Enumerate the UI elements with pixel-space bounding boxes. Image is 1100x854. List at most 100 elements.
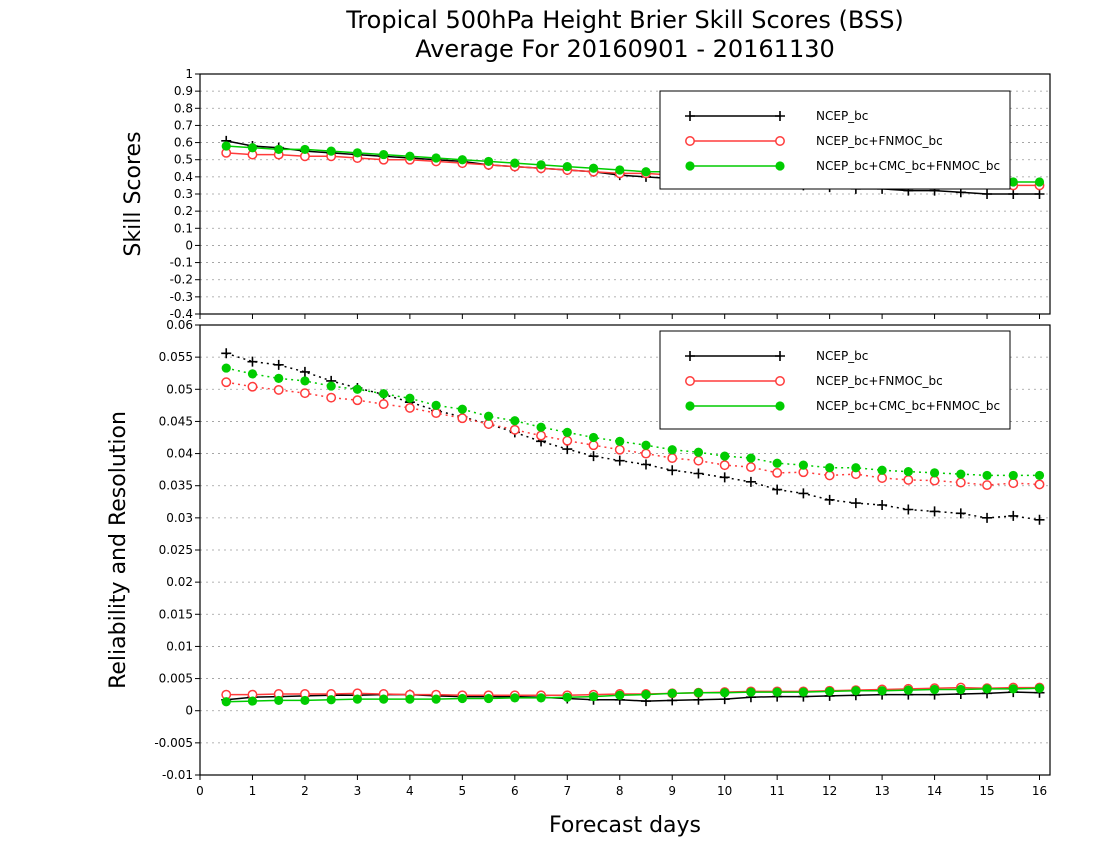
relres-y-tick-label: 0.06 xyxy=(166,318,193,332)
relres-data-point xyxy=(615,436,625,446)
skill-y-tick-label: 0 xyxy=(185,238,193,252)
relres-data-point xyxy=(772,687,782,697)
relres-y-tick-label: 0 xyxy=(185,704,193,718)
skill-y-tick-label: 0.1 xyxy=(174,221,193,235)
skill-data-point xyxy=(1008,189,1019,199)
relres-data-point xyxy=(588,691,599,702)
relres-data-point xyxy=(850,498,861,509)
relres-data-point xyxy=(431,694,441,704)
relres-data-point xyxy=(1034,470,1045,481)
relres-legend-label: NCEP_bc+CMC_bc+FNMOC_bc xyxy=(816,399,1000,413)
relres-data-point xyxy=(982,470,992,481)
relres-data-point xyxy=(772,484,783,495)
relres-data-point xyxy=(641,690,651,700)
skill-y-tick-label: -0.4 xyxy=(170,307,193,321)
relres-data-point xyxy=(562,444,573,455)
relres-y-tick-label: -0.01 xyxy=(162,768,193,782)
relres-legend-marker xyxy=(685,401,695,411)
relres-y-tick-label: 0.025 xyxy=(159,543,193,557)
skill-data-point xyxy=(379,149,389,160)
skill-data-point xyxy=(483,156,494,167)
relres-data-point xyxy=(955,508,966,519)
relres-data-point xyxy=(457,693,467,704)
relres-y-tick-label: -0.005 xyxy=(154,736,193,750)
skill-legend-label: NCEP_bc+CMC_bc+FNMOC_bc xyxy=(816,159,1000,173)
x-axis-title: Forecast days xyxy=(549,813,701,838)
relres-data-point xyxy=(720,688,730,698)
relres-data-point xyxy=(378,399,389,410)
skill-data-point xyxy=(536,160,546,170)
skill-data-point xyxy=(1034,189,1045,199)
skill-data-point xyxy=(982,189,993,199)
relres-data-point xyxy=(562,427,572,437)
relres-data-point xyxy=(247,381,258,392)
skill-data-point xyxy=(641,167,651,177)
relres-data-point xyxy=(667,465,678,476)
skill-data-point xyxy=(405,151,415,161)
relres-x-tick-label: 0 xyxy=(196,784,204,798)
relres-data-point xyxy=(746,687,756,697)
relres-data-point xyxy=(483,419,494,429)
relres-data-point xyxy=(457,404,467,414)
chart-subtitle: Average For 20160901 - 20161130 xyxy=(415,35,835,63)
relres-y-tick-label: 0.04 xyxy=(166,447,193,461)
relres-legend-label: NCEP_bc+FNMOC_bc xyxy=(816,374,943,388)
relres-data-point xyxy=(562,435,573,446)
relres-x-tick-label: 10 xyxy=(717,784,732,798)
skill-legend-marker xyxy=(775,136,785,146)
skill-data-point xyxy=(1034,177,1045,187)
relres-data-point xyxy=(746,453,756,463)
skill-data-point xyxy=(326,146,336,156)
relres-data-point xyxy=(851,463,861,473)
relres-data-point xyxy=(1008,684,1018,694)
relres-data-point xyxy=(274,373,284,383)
relres-data-point xyxy=(614,455,625,466)
skill-legend-marker xyxy=(685,136,695,146)
relres-data-point xyxy=(825,686,835,697)
relres-y-axis-title: Reliability and Resolution xyxy=(106,411,131,689)
skill-legend-marker xyxy=(685,161,695,171)
relres-data-point xyxy=(1008,510,1019,521)
relres-data-point xyxy=(877,473,888,483)
relres-data-point xyxy=(798,687,808,697)
relres-x-tick-label: 16 xyxy=(1032,784,1047,798)
relres-data-point xyxy=(536,422,546,432)
skill-legend-label: NCEP_bc xyxy=(816,109,868,123)
relres-data-point xyxy=(352,694,363,704)
relres-data-point xyxy=(641,448,651,459)
relres-series-line xyxy=(226,367,1040,477)
skill-data-point xyxy=(1008,177,1018,187)
skill-y-tick-label: 0.9 xyxy=(174,84,193,98)
relres-data-point xyxy=(667,453,678,464)
relres-data-point xyxy=(877,686,887,696)
relres-data-point xyxy=(955,477,966,488)
relres-legend-marker xyxy=(775,376,785,386)
relres-y-tick-label: 0.02 xyxy=(166,575,193,589)
relres-data-point xyxy=(903,685,913,695)
relres-data-point xyxy=(956,469,966,479)
skill-legend-marker xyxy=(775,161,785,171)
relres-x-tick-label: 12 xyxy=(822,784,837,798)
relres-data-point xyxy=(509,424,520,435)
relres-data-point xyxy=(300,695,310,706)
relres-data-point xyxy=(956,684,966,695)
relres-series-4 xyxy=(221,682,1045,701)
relres-legend-marker xyxy=(685,351,695,361)
skill-data-point xyxy=(510,158,520,168)
relres-data-point xyxy=(326,381,336,391)
relres-x-tick-label: 8 xyxy=(616,784,624,798)
relres-data-point xyxy=(772,467,783,478)
relres-legend-marker xyxy=(775,351,785,361)
relres-data-point xyxy=(221,348,232,359)
relres-data-point xyxy=(536,693,546,703)
relres-data-point xyxy=(273,359,284,370)
skill-legend-marker xyxy=(685,111,695,121)
skill-data-point xyxy=(457,155,467,165)
relres-x-tick-label: 13 xyxy=(874,784,889,798)
skill-data-point xyxy=(562,161,572,172)
relres-series-2 xyxy=(221,363,1045,481)
relres-data-point xyxy=(273,384,284,395)
relres-data-point xyxy=(982,480,992,491)
